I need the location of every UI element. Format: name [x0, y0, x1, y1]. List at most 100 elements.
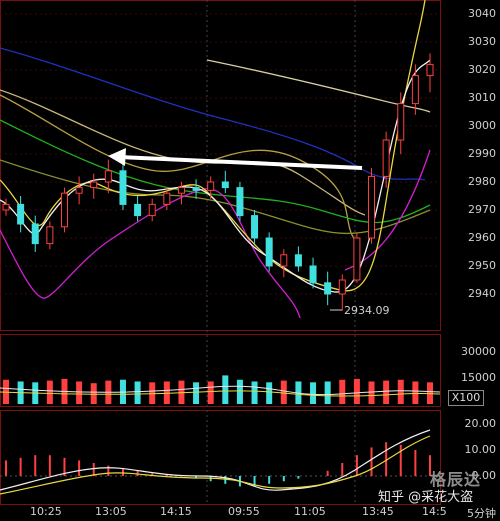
- candle-body: [411, 75, 419, 105]
- volume-bar: [280, 380, 287, 404]
- candle: [192, 179, 200, 199]
- macd-dea-line: [0, 435, 431, 495]
- ma-yellow-short: [0, 0, 426, 292]
- volume-bar: [368, 381, 375, 404]
- candle-body: [46, 226, 54, 245]
- volume-bar: [397, 379, 404, 404]
- panel-frames: [0, 0, 441, 505]
- volume-bar: [353, 378, 360, 404]
- volume-tick-label: 30000: [461, 345, 496, 358]
- candle-body: [177, 187, 185, 194]
- period-label[interactable]: 5分钟: [467, 507, 496, 520]
- price-gridlines: [0, 13, 440, 295]
- candle: [324, 271, 332, 306]
- price-tick-label: 3030: [468, 35, 496, 48]
- candle: [119, 162, 127, 210]
- candle-body: [134, 203, 142, 217]
- candle-body: [265, 237, 273, 267]
- volume-bar: [207, 381, 214, 404]
- trend-arrow: [108, 148, 363, 170]
- volume-tick-label: 15000: [461, 371, 496, 384]
- candle: [382, 131, 390, 188]
- volume-bar: [134, 381, 141, 404]
- candle-body: [236, 187, 244, 217]
- price-tick-label: 3040: [468, 7, 496, 20]
- candle: [397, 92, 405, 154]
- candle: [148, 198, 156, 222]
- ma-beige-line: [206, 59, 431, 113]
- volume-bar: [46, 380, 53, 404]
- volume-ma-yellow: [0, 390, 441, 397]
- candle: [163, 187, 171, 210]
- candle: [17, 196, 25, 233]
- time-tick-label: 09:55: [228, 505, 260, 518]
- candle: [309, 257, 317, 289]
- candle: [104, 159, 112, 194]
- volume-bar: [324, 381, 331, 404]
- time-tick-label: 13:45: [362, 505, 394, 518]
- candle: [60, 187, 68, 233]
- volume-bar: [310, 382, 317, 404]
- candle: [134, 196, 142, 222]
- candle-body: [60, 192, 68, 228]
- volume-bar: [149, 382, 156, 404]
- candle-body: [207, 181, 215, 191]
- volume-ma-white: [0, 385, 441, 396]
- time-tick-label: 14:5: [422, 505, 447, 518]
- candle-body: [426, 63, 434, 77]
- candle-body: [75, 187, 83, 194]
- candle-body: [104, 170, 112, 183]
- volume-bars: [3, 375, 433, 404]
- volume-bar: [90, 383, 97, 404]
- price-tick-label: 2990: [468, 147, 496, 160]
- time-tick-label: 10:25: [30, 505, 62, 518]
- candle-body: [17, 203, 25, 225]
- candle-body: [119, 170, 127, 205]
- macd-tick-label: 10.00: [464, 443, 497, 456]
- candle-body: [294, 254, 302, 267]
- candle-body: [338, 279, 346, 295]
- volume-bar: [193, 382, 200, 404]
- candle-body: [324, 282, 332, 295]
- low-price-label: 2934.09: [344, 304, 390, 317]
- candle-body: [382, 139, 390, 177]
- price-tick-label: 2970: [468, 203, 496, 216]
- time-tick-label: 11:05: [294, 505, 326, 518]
- candle-body: [2, 203, 10, 211]
- volume-bar: [178, 380, 185, 404]
- price-tick-label: 2960: [468, 231, 496, 244]
- price-tick-label: 2980: [468, 175, 496, 188]
- volume-bar: [251, 381, 258, 404]
- volume-bar: [339, 379, 346, 404]
- macd-tick-label: 20.00: [464, 417, 497, 430]
- volume-bar: [76, 381, 83, 404]
- candle-body: [90, 181, 98, 189]
- candle: [353, 232, 361, 283]
- candle: [177, 182, 185, 205]
- volume-bar: [163, 381, 170, 404]
- candle: [221, 170, 229, 194]
- time-tick-label: 13:05: [95, 505, 127, 518]
- candle-body: [221, 181, 229, 189]
- candle: [411, 64, 419, 115]
- watermark-text: 知乎 @采花大盗: [378, 490, 474, 505]
- candle: [265, 232, 273, 272]
- candle: [2, 198, 10, 216]
- candle-body: [353, 237, 361, 281]
- price-tick-label: 2950: [468, 259, 496, 272]
- candle-body: [309, 265, 317, 284]
- volume-bar: [222, 375, 229, 404]
- price-tick-label: 2940: [468, 287, 496, 300]
- candle: [338, 274, 346, 311]
- macd-tick-label: 0.00: [471, 469, 497, 482]
- time-tick-label: 14:15: [160, 505, 192, 518]
- candle: [368, 168, 376, 244]
- candle: [236, 182, 244, 222]
- ma-yellow-long: [0, 94, 356, 241]
- candle-body: [251, 215, 259, 239]
- candle-body: [397, 103, 405, 141]
- candle-body: [31, 223, 39, 245]
- candle: [294, 246, 302, 272]
- candle-body: [192, 187, 200, 191]
